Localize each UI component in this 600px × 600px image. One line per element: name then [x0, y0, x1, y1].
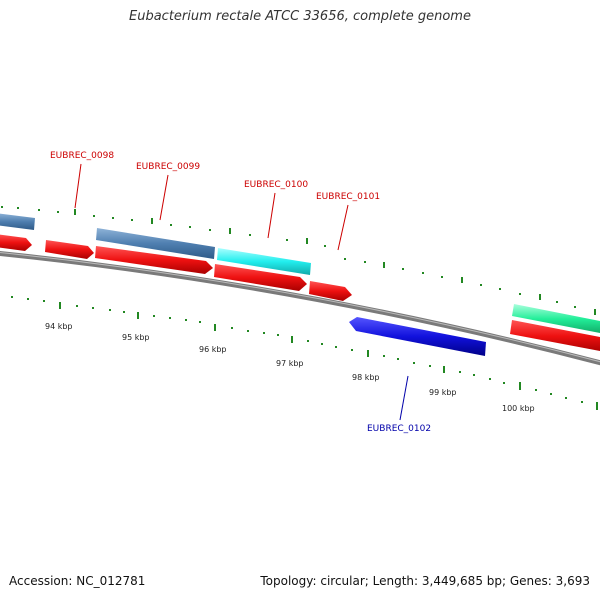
outer-tick-track: [1, 206, 596, 315]
forward-cds-0099[interactable]: [95, 246, 213, 274]
gene-label-0100: EUBREC_0100: [244, 180, 308, 190]
scale-label-98: 98 kbp: [352, 373, 380, 382]
label-leaders: [74, 163, 409, 421]
genome-summary-text: Topology: circular; Length: 3,449,685 bp…: [260, 574, 590, 588]
forward-cds-0098[interactable]: [45, 240, 94, 259]
scale-tick-track: [11, 296, 598, 410]
accession-text: Accession: NC_012781: [9, 574, 146, 588]
scale-label-94: 94 kbp: [45, 322, 73, 331]
forward-cds-track: [0, 234, 600, 352]
genome-backbone: [0, 251, 600, 366]
forward-cds-0100[interactable]: [214, 264, 307, 291]
scale-label-96: 96 kbp: [199, 345, 227, 354]
gene-label-0098: EUBREC_0098: [50, 151, 114, 161]
forward-cds-right[interactable]: [510, 320, 600, 352]
feature-track-outer: [0, 213, 600, 334]
green-feature-right[interactable]: [512, 304, 600, 334]
gene-label-0099: EUBREC_0099: [136, 162, 200, 172]
gene-label-0102: EUBREC_0102: [367, 424, 431, 434]
scale-label-100: 100 kbp: [502, 404, 535, 413]
gene-label-0101: EUBREC_0101: [316, 192, 380, 202]
steelblue-feature-0099[interactable]: [96, 228, 215, 259]
steelblue-feature-left[interactable]: [0, 213, 35, 230]
scale-label-99: 99 kbp: [429, 388, 457, 397]
map-title: Eubacterium rectale ATCC 33656, complete…: [129, 9, 471, 24]
scale-label-97: 97 kbp: [276, 359, 304, 368]
forward-cds-0101[interactable]: [309, 281, 352, 301]
scale-label-95: 95 kbp: [122, 333, 150, 342]
forward-cds-left[interactable]: [0, 234, 32, 251]
reverse-cds-0102[interactable]: [349, 317, 486, 356]
cyan-feature-0100[interactable]: [217, 248, 311, 275]
